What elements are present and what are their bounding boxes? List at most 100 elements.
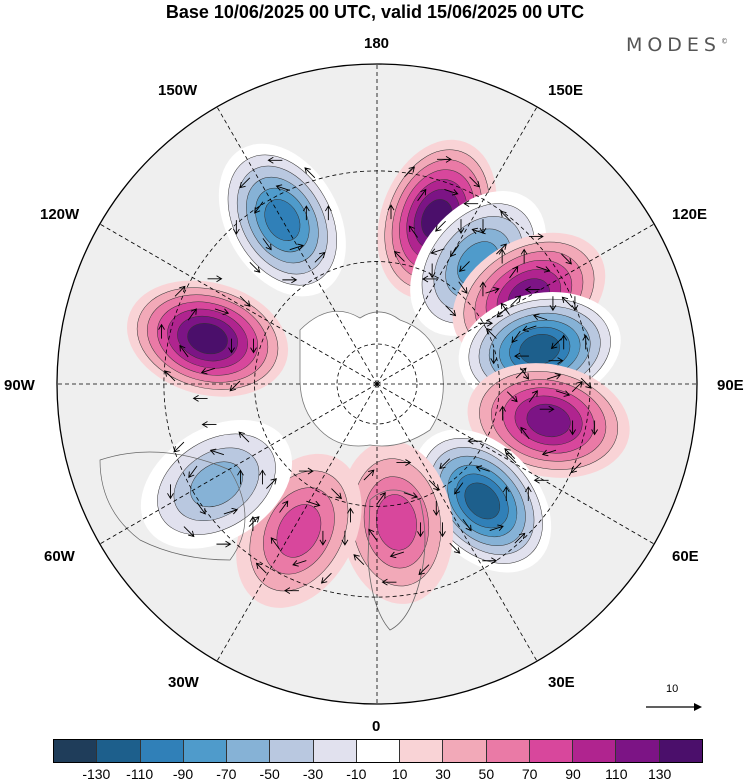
color-swatch — [356, 740, 401, 762]
lon-label-60e: 60E — [672, 548, 699, 565]
lon-label-180: 180 — [364, 35, 390, 52]
wind-arrow — [248, 516, 260, 527]
wind-arrow — [284, 587, 299, 595]
wind-arrow — [430, 248, 445, 255]
wind-arrow — [158, 323, 165, 339]
wind-arrow — [188, 465, 198, 479]
meridian-line — [99, 223, 378, 385]
wind-arrow — [515, 367, 527, 379]
lon-label-0: 0 — [372, 718, 381, 735]
wind-arrow — [570, 462, 582, 474]
wind-arrow — [196, 502, 206, 515]
color-swatch — [97, 740, 141, 762]
land-outlines — [99, 310, 444, 631]
wind-arrow — [437, 155, 452, 163]
wind-arrow — [580, 377, 592, 389]
wind-arrow — [164, 370, 176, 382]
color-swatch — [659, 740, 702, 762]
wind-arrow — [408, 225, 418, 238]
meridian-line — [376, 106, 538, 385]
wind-arrow — [417, 188, 427, 202]
wind-arrow — [457, 219, 465, 235]
wind-arrow — [467, 437, 483, 445]
wind-arrow — [435, 220, 446, 232]
meridian-line — [376, 383, 538, 662]
wind-arrow — [482, 557, 498, 565]
wind-arrow — [403, 492, 419, 499]
wind-arrow — [223, 507, 239, 515]
wind-arrow — [500, 210, 511, 222]
wind-arrow — [511, 330, 521, 344]
meridian-line — [216, 383, 378, 662]
reference-vector-label: 10 — [666, 683, 679, 695]
wind-arrow — [539, 405, 555, 413]
color-swatch — [313, 740, 357, 762]
wind-arrow — [439, 458, 451, 470]
wind-arrow — [179, 344, 189, 358]
wind-arrow — [582, 334, 590, 350]
color-scale-tick: 130 — [647, 766, 672, 782]
wind-arrow — [533, 476, 549, 484]
wind-arrow — [514, 352, 529, 360]
wind-arrow — [489, 524, 504, 532]
color-scale-tick: 50 — [478, 766, 495, 782]
wind-arrow — [292, 560, 307, 567]
wind-arrow — [368, 528, 378, 541]
wind-arrow — [555, 390, 571, 397]
wind-arrow — [387, 204, 395, 220]
wind-arrow — [571, 381, 583, 393]
wind-arrow — [560, 334, 568, 350]
wind-arrow — [331, 488, 342, 500]
wind-arrow — [302, 205, 310, 221]
wind-arrow — [167, 484, 174, 500]
wind-arrow — [255, 562, 267, 574]
wind-arrow — [201, 421, 217, 428]
map-title: Base 10/06/2025 00 UTC, valid 15/06/2025… — [165, 2, 585, 22]
wind-arrow — [324, 205, 332, 221]
meridian-line — [376, 223, 655, 385]
wind-arrow — [363, 469, 375, 481]
lon-label-30e: 30E — [548, 674, 575, 691]
color-scale-tick: -10 — [346, 766, 367, 782]
wind-arrow — [254, 201, 264, 214]
meridian-line — [216, 106, 378, 385]
lon-label-150w: 150W — [158, 82, 198, 99]
wind-arrow — [541, 449, 557, 457]
wind-arrow — [298, 467, 314, 475]
color-swatch — [183, 740, 228, 762]
wind-arrow — [270, 537, 280, 550]
wind-arrow — [485, 287, 500, 294]
wind-arrow — [228, 338, 235, 354]
wind-arrow — [238, 431, 250, 443]
wind-arrow — [183, 526, 195, 538]
wind-arrow — [454, 482, 464, 495]
wind-arrow — [428, 263, 436, 279]
wind-arrow — [569, 420, 576, 436]
wind-arrow — [347, 507, 354, 523]
wind-arrow — [239, 295, 251, 307]
wind-arrow — [289, 243, 304, 251]
color-scale-tick: -30 — [302, 766, 324, 782]
wind-arrow — [475, 465, 490, 472]
negative-anomaly — [140, 419, 293, 549]
wind-arrow — [449, 542, 461, 554]
wind-arrow — [510, 295, 522, 307]
globe-outline — [56, 63, 698, 705]
wind-arrow — [532, 313, 548, 321]
wind-arrow — [306, 500, 321, 508]
color-scale-tick: 30 — [435, 766, 451, 782]
color-swatch — [400, 740, 444, 762]
wind-arrow — [173, 441, 185, 453]
wind-arrow — [571, 296, 579, 312]
color-scale-tick: 90 — [565, 766, 581, 782]
wind-arrow — [509, 265, 519, 279]
wind-arrow — [449, 244, 460, 258]
wind-arrow — [353, 554, 365, 565]
wind-arrow — [275, 184, 290, 191]
modes-logo: MODES© — [626, 34, 728, 56]
wind-arrow — [428, 479, 440, 491]
wind-arrow — [422, 275, 437, 283]
wind-arrow — [502, 486, 510, 501]
wind-arrow — [304, 167, 316, 179]
